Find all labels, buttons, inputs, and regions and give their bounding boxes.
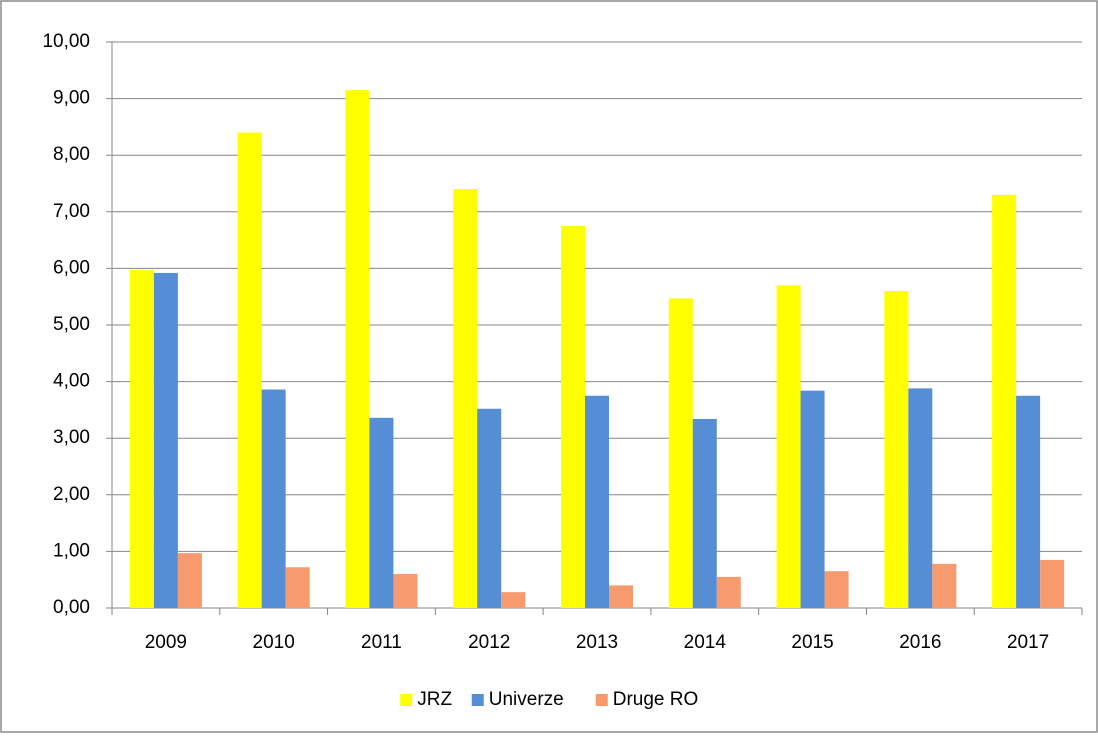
y-tick-label: 1,00 [53, 540, 90, 561]
legend-label: Univerze [489, 689, 564, 710]
y-tick-label: 2,00 [53, 484, 90, 505]
bar [884, 291, 909, 608]
x-tick-label: 2017 [1007, 632, 1049, 653]
bar [177, 553, 202, 608]
bar [129, 270, 154, 608]
x-tick-label: 2011 [361, 632, 402, 653]
bar [477, 408, 502, 608]
bar [824, 571, 849, 608]
bar [285, 567, 310, 608]
y-tick-label: 6,00 [53, 257, 90, 278]
bar [776, 285, 801, 608]
x-tick-label: 2015 [791, 632, 833, 653]
bar [716, 576, 741, 608]
bar [609, 585, 633, 608]
x-tick-label: 2010 [253, 632, 295, 653]
x-tick-label: 2013 [576, 632, 618, 653]
bar [992, 194, 1017, 608]
y-tick-label: 0,00 [53, 597, 90, 618]
legend-label: JRZ [417, 689, 452, 710]
bar [561, 225, 585, 608]
y-tick-label: 10,00 [42, 31, 90, 52]
y-tick-label: 4,00 [53, 371, 90, 392]
y-tick-label: 9,00 [53, 88, 90, 109]
bar [692, 418, 717, 608]
x-tick-label: 2014 [684, 632, 727, 653]
x-tick-label: 2012 [468, 632, 510, 653]
bar [345, 90, 370, 609]
bar [501, 592, 526, 608]
bar [261, 389, 286, 608]
x-tick-label: 2016 [899, 632, 941, 653]
bar [393, 574, 418, 608]
y-tick-label: 3,00 [53, 427, 90, 448]
bar [153, 272, 178, 608]
bar [1040, 559, 1065, 608]
legend-label: Druge RO [613, 689, 699, 710]
y-tick-label: 7,00 [53, 201, 90, 222]
legend-swatch [595, 694, 608, 706]
bar [369, 417, 394, 608]
bar [1016, 395, 1041, 608]
legend-swatch [400, 694, 413, 706]
bar [453, 189, 478, 608]
bar [932, 563, 957, 608]
x-tick-label: 2009 [145, 632, 187, 653]
bar [237, 132, 262, 608]
legend-swatch [471, 694, 484, 706]
y-tick-label: 5,00 [53, 314, 90, 335]
bar [668, 298, 693, 608]
y-tick-label: 8,00 [53, 144, 90, 165]
bar [908, 388, 933, 608]
bar [800, 390, 825, 608]
bar [585, 395, 609, 608]
